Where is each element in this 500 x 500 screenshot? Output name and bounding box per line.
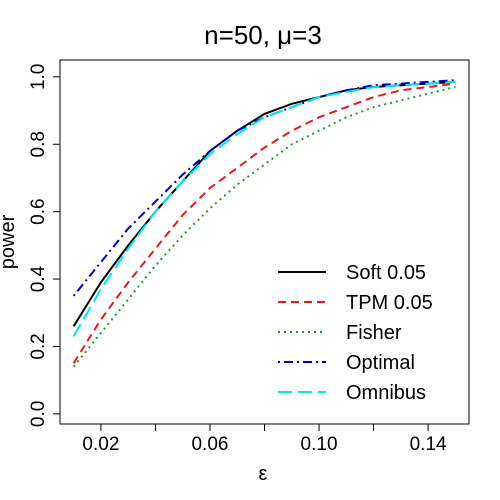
series-line-fisher xyxy=(72,86,456,368)
y-axis: 0.0 0.2 0.4 0.6 0.8 1.0 xyxy=(28,64,60,427)
y-tick-label: 0.0 xyxy=(28,401,49,427)
y-tick-label: 0.6 xyxy=(28,198,49,224)
series-layer xyxy=(72,79,456,368)
legend-label: Omnibus xyxy=(346,382,426,404)
legend-label: Fisher xyxy=(346,322,402,344)
y-tick-label: 0.4 xyxy=(28,265,49,292)
legend: Soft 0.05 TPM 0.05 Fisher Optimal Omnibus xyxy=(278,262,433,404)
x-tick-label: 0.02 xyxy=(82,434,119,455)
x-tick-label: 0.14 xyxy=(410,434,447,455)
y-tick-label: 1.0 xyxy=(28,64,49,90)
y-tick-label: 0.8 xyxy=(28,131,49,157)
y-axis-label: power xyxy=(0,214,19,269)
series-line-soft-0-05 xyxy=(72,80,456,327)
series-line-omnibus xyxy=(72,80,456,337)
x-tick-label: 0.10 xyxy=(301,434,338,455)
legend-label: Optimal xyxy=(346,352,415,374)
x-axis-label: ε xyxy=(259,463,268,485)
y-tick-label: 0.2 xyxy=(28,333,49,359)
x-axis: 0.02 0.06 0.10 0.14 xyxy=(82,424,447,455)
legend-label: TPM 0.05 xyxy=(346,292,433,314)
chart-title: n=50, μ=3 xyxy=(204,20,322,50)
legend-label: Soft 0.05 xyxy=(346,262,426,284)
x-tick-label: 0.06 xyxy=(191,434,228,455)
series-line-tpm-0-05 xyxy=(72,82,456,364)
